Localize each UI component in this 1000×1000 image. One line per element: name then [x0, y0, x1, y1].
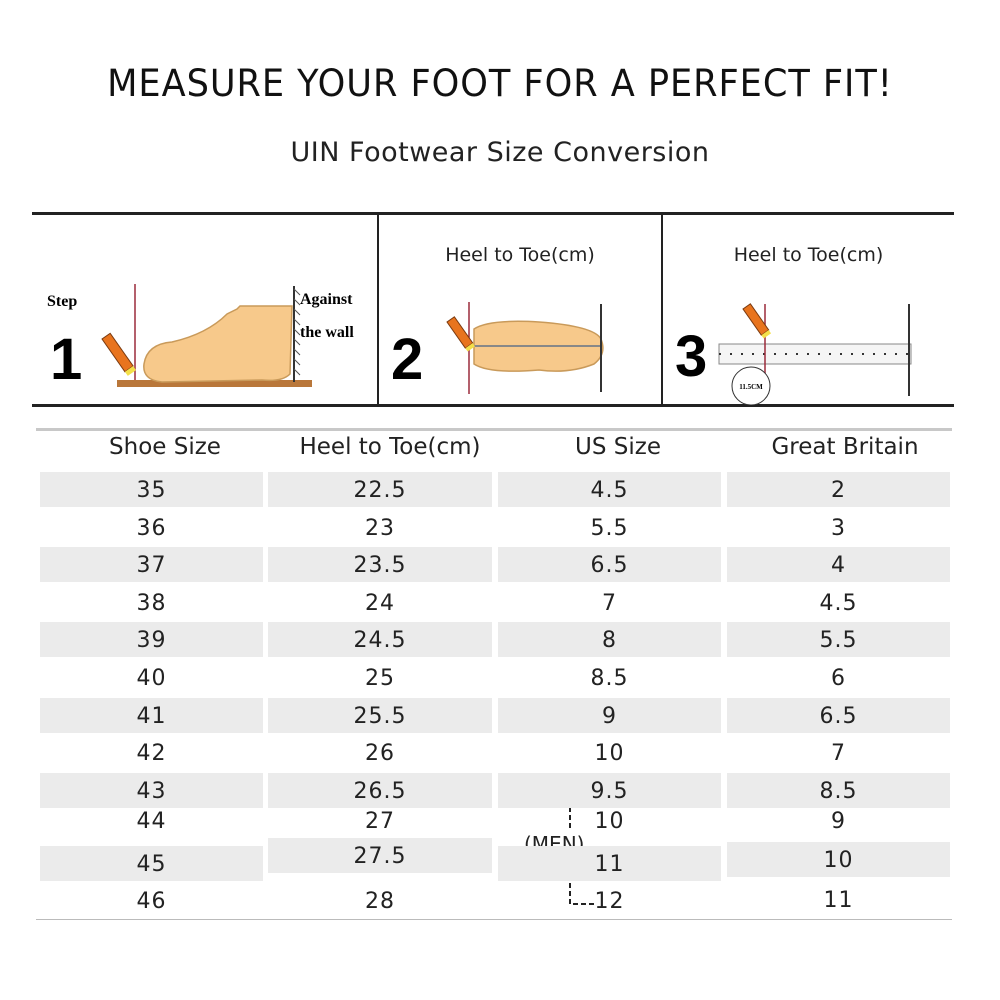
table-cell: 22.5 [268, 472, 492, 507]
table-cell: 4 [727, 547, 950, 583]
table-cell: 25 [365, 666, 395, 691]
table-cell: 27 [365, 809, 395, 835]
table-cell: 4.5 [819, 590, 858, 616]
column-header: US Size [575, 434, 661, 460]
table-cell: 41 [40, 697, 263, 733]
table-cell: 5.5 [727, 622, 950, 658]
pencil-icon [742, 303, 772, 339]
table-cell: 3 [831, 515, 846, 541]
step-3-panel: Heel to Toe(cm) 3 11.5CM [663, 214, 954, 405]
table-cell: 39 [40, 622, 263, 658]
table-cell: 23 [365, 515, 395, 541]
table-cell: 42 [136, 741, 167, 767]
page-subtitle: UIN Footwear Size Conversion [290, 137, 710, 168]
table-cell: 6 [831, 666, 846, 691]
table-cell: 7 [602, 590, 617, 616]
table-cell: 7 [831, 741, 846, 767]
pencil-icon [446, 316, 476, 352]
divider-bottom [32, 404, 954, 407]
table-cell: 27.5 [268, 838, 492, 873]
table-bottom-line [36, 919, 952, 920]
table-cell: 6.5 [727, 697, 950, 733]
table-cell: 10 [594, 741, 625, 767]
table-cell: 35 [40, 472, 263, 507]
divider-vertical [377, 212, 379, 406]
table-cell: 12 [594, 888, 625, 914]
table-cell: 24.5 [268, 622, 492, 658]
table-cell: 8.5 [590, 666, 629, 691]
table-cell: 46 [136, 888, 167, 914]
table-cell: 38 [136, 590, 167, 616]
table-cell: 23.5 [268, 547, 492, 583]
step-label: Heel to Toe(cm) [445, 244, 595, 266]
table-cell: 24 [365, 590, 395, 616]
table-cell: 8 [498, 622, 721, 658]
table-cell: 9 [831, 809, 846, 835]
column-header: Shoe Size [109, 434, 221, 460]
table-cell: 2 [727, 472, 950, 507]
table-cell: 26 [365, 741, 395, 767]
table-cell: 40 [136, 666, 167, 691]
table-cell: 45 [40, 846, 263, 881]
divider-vertical [661, 212, 663, 406]
step-1-panel: Step 1 Against the wall [32, 214, 377, 405]
table-cell: 5.5 [590, 515, 629, 541]
step-2-panel: Heel to Toe(cm) 2 [379, 214, 661, 405]
step-label: Step [47, 293, 77, 310]
table-cell: 9.5 [498, 772, 721, 808]
pencil-icon [101, 332, 137, 376]
wall-note: the wall [300, 324, 354, 341]
table-cell: 36 [136, 515, 167, 541]
table-cell: 11 [498, 846, 721, 881]
table-cell: 28 [365, 888, 395, 914]
step-number: 1 [50, 327, 82, 392]
table-cell: 37 [40, 547, 263, 583]
column-header: Great Britain [771, 434, 919, 460]
floor [117, 380, 312, 387]
table-cell: 10 [594, 809, 625, 835]
step-number: 2 [391, 327, 423, 392]
foot-against-wall-illustration: Step 1 Against the wall [47, 284, 354, 392]
ruler-mark: 11.5CM [739, 383, 763, 391]
ruler-illustration: 3 11.5CM [675, 303, 912, 405]
table-cell: 11 [823, 887, 854, 913]
step-number: 3 [675, 324, 707, 389]
table-cell: 26.5 [268, 772, 492, 808]
table-cell: 43 [40, 772, 263, 808]
step-label: Heel to Toe(cm) [733, 244, 884, 266]
wall-note: Against [300, 291, 353, 308]
table-cell: 6.5 [498, 547, 721, 583]
page-title: MEASURE YOUR FOOT FOR A PERFECT FIT! [107, 62, 893, 105]
table-cell: 4.5 [498, 472, 721, 507]
ruler-icon [718, 343, 912, 365]
table-cell: 10 [727, 842, 950, 877]
foot-icon [143, 305, 293, 383]
table-cell: 44 [136, 809, 167, 835]
table-cell: 9 [498, 697, 721, 733]
foot-top-view-illustration: 2 [391, 302, 604, 394]
table-top-line [36, 428, 952, 431]
column-header: Heel to Toe(cm) [299, 434, 481, 460]
table-cell: 25.5 [268, 697, 492, 733]
table-cell: 8.5 [727, 772, 950, 808]
divider-top [32, 212, 954, 215]
